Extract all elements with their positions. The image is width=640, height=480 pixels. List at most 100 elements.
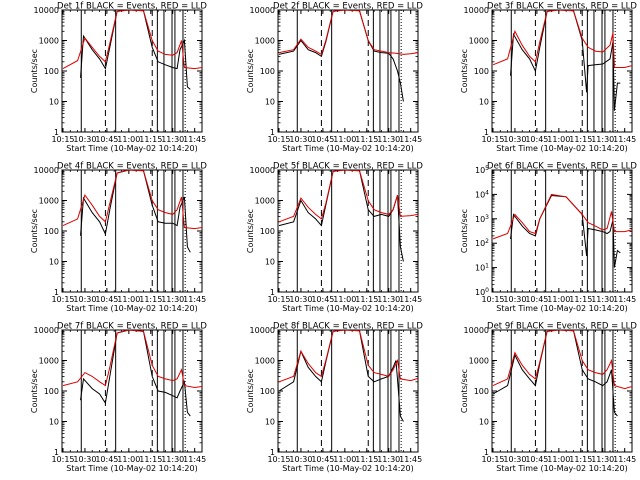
y-tick-label: 10 [49,418,59,427]
plot-frame [491,329,633,453]
x-axis-label: Start Time (10-May-02 10:14:20) [496,464,627,473]
x-axis-label: Start Time (10-May-02 10:14:20) [496,144,627,153]
y-tick-label: 100 [260,387,275,396]
panel-title: Det 4f BLACK = Events, RED = LLD [57,162,207,172]
x-tick-label: 10:15 [51,455,74,464]
y-tick-label: 10000 [250,6,275,15]
x-tick-label: 11:45 [183,135,206,144]
x-tick-label: 11:30 [161,135,184,144]
x-tick-label: 11:45 [399,455,422,464]
y-tick-label: 10 [479,418,489,427]
x-tick-label: 10:45 [525,295,548,304]
detector-panel: Det 7f BLACK = Events, RED = LLD10:1510:… [30,322,207,474]
y-tick-label: 1000 [469,37,489,46]
detector-panel: Det 1f BLACK = Events, RED = LLD10:1510:… [30,2,207,154]
y-tick-label: 102 [475,238,489,248]
y-tick-exponent: 2 [485,238,489,245]
y-axis-label: Counts/sec [246,369,255,413]
x-tick-label: 10:30 [289,295,312,304]
x-tick-label: 10:15 [267,455,290,464]
x-tick-label: 10:30 [73,455,96,464]
y-axis-label: Counts/sec [246,209,255,253]
x-tick-label: 10:45 [95,455,118,464]
x-axis-label: Start Time (10-May-02 10:14:20) [496,304,627,313]
x-tick-label: 11:30 [591,135,614,144]
y-tick-exponent: 0 [485,287,489,294]
y-tick-label: 1 [270,288,275,297]
x-tick-label: 10:45 [525,135,548,144]
x-tick-label: 11:00 [547,295,570,304]
x-tick-label: 11:45 [613,455,636,464]
y-tick-label: 10000 [464,6,489,15]
x-tick-label: 11:00 [547,455,570,464]
y-tick-exponent: 3 [485,214,489,221]
x-tick-label: 10:45 [95,295,118,304]
x-tick-label: 10:15 [267,135,290,144]
plot-frame [277,329,419,453]
panel-title: Det 2f BLACK = Events, RED = LLD [273,2,423,12]
x-axis-label: Start Time (10-May-02 10:14:20) [66,464,197,473]
y-tick-label: 1000 [39,357,59,366]
black-events-series-line [510,10,621,111]
detector-panel: Det 8f BLACK = Events, RED = LLD10:1510:… [246,322,423,474]
x-tick-label: 10:30 [503,295,526,304]
x-tick-label: 11:30 [161,455,184,464]
x-tick-label: 11:30 [377,455,400,464]
y-tick-label: 1000 [255,357,275,366]
black-events-series-line [80,170,191,253]
detector-panel: Det 5f BLACK = Events, RED = LLD10:1510:… [246,162,423,314]
y-axis-label: Counts/sec [30,209,39,253]
black-events-series-line [80,330,191,417]
x-tick-label: 11:45 [613,135,636,144]
plot-frame [491,169,633,293]
panel-title: Det 1f BLACK = Events, RED = LLD [57,2,207,12]
y-tick-label: 100 [260,227,275,236]
y-axis-label: Counts/sec [460,209,469,253]
x-tick-label: 11:00 [117,295,140,304]
x-tick-label: 11:30 [591,455,614,464]
y-tick-label: 100 [475,287,489,297]
y-tick-label: 100 [44,227,59,236]
y-tick-label: 10 [49,258,59,267]
x-tick-label: 10:45 [95,135,118,144]
x-axis-label: Start Time (10-May-02 10:14:20) [282,464,413,473]
x-tick-label: 10:15 [481,455,504,464]
red-lld-series-line [492,193,632,240]
x-tick-label: 11:45 [183,295,206,304]
y-tick-label: 10 [265,258,275,267]
black-events-series-line [80,10,191,90]
x-tick-label: 11:00 [333,455,356,464]
plot-frame [277,169,419,293]
y-tick-label: 1 [484,128,489,137]
x-tick-label: 11:30 [591,295,614,304]
x-tick-label: 11:30 [161,295,184,304]
y-tick-label: 10000 [464,326,489,335]
x-tick-label: 11:30 [377,295,400,304]
y-tick-label: 10 [265,418,275,427]
red-lld-series-line [278,10,418,56]
x-tick-label: 10:15 [481,135,504,144]
x-tick-label: 11:00 [547,135,570,144]
x-tick-label: 10:30 [289,135,312,144]
x-tick-label: 11:15 [139,295,162,304]
red-lld-series-line [278,330,418,383]
x-axis-label: Start Time (10-May-02 10:14:20) [66,144,197,153]
panel-title: Det 7f BLACK = Events, RED = LLD [57,322,207,332]
detector-panel: Det 4f BLACK = Events, RED = LLD10:1510:… [30,162,207,314]
y-axis-label: Counts/sec [246,49,255,93]
y-tick-label: 10000 [34,326,59,335]
y-tick-label: 1000 [469,357,489,366]
black-events-series-line [510,194,621,268]
y-axis-label: Counts/sec [460,369,469,413]
x-axis-label: Start Time (10-May-02 10:14:20) [282,304,413,313]
y-tick-exponent: 1 [485,263,489,270]
y-axis-label: Counts/sec [30,49,39,93]
red-lld-series-line [278,170,418,223]
y-tick-label: 100 [44,387,59,396]
x-tick-label: 11:00 [333,135,356,144]
y-tick-label: 103 [475,214,489,224]
y-tick-label: 100 [474,387,489,396]
y-tick-label: 1 [270,448,275,457]
y-tick-label: 1000 [39,197,59,206]
y-tick-exponent: 4 [485,189,489,196]
